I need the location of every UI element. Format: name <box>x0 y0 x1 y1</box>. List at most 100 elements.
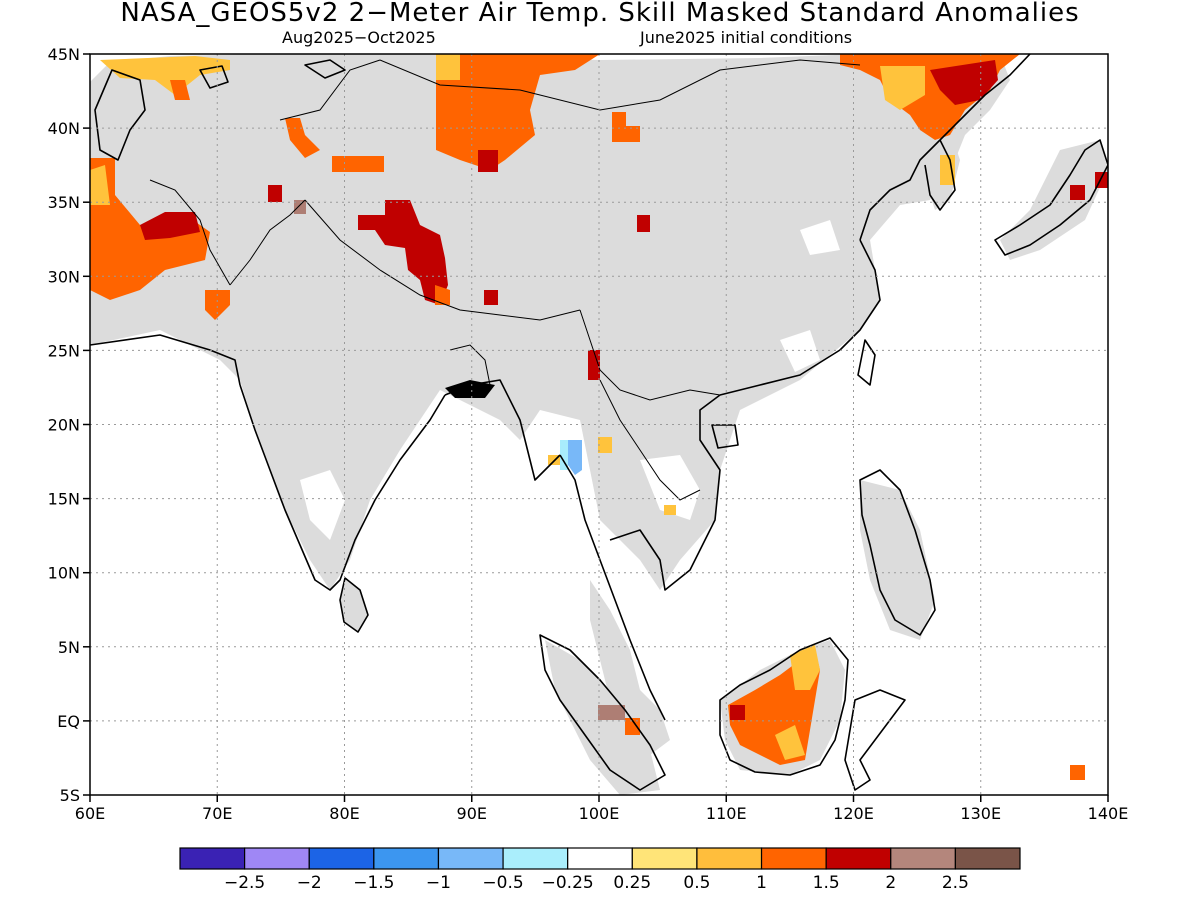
masked-philippines <box>860 480 935 640</box>
coast-japan <box>994 139 1108 256</box>
patch-manchuria-yellow <box>880 66 925 110</box>
colorbar-label: −2.5 <box>224 873 265 893</box>
coast-indochina <box>559 454 666 721</box>
coast-sumatra <box>539 634 666 791</box>
coast-korea <box>924 139 956 211</box>
lon-tick-label: 110E <box>706 804 747 823</box>
patch-malaysia-brown <box>598 705 625 720</box>
patch-mongolia-orange <box>436 54 600 170</box>
masked-sri-lanka <box>340 578 368 632</box>
lon-tick-label: 140E <box>1088 804 1129 823</box>
unmasked-holes <box>300 220 840 540</box>
patch-borneo-red <box>730 705 745 720</box>
colorbar-swatch <box>631 847 698 870</box>
border-china-central-asia <box>279 59 381 121</box>
lat-tick-label: 25N <box>48 341 80 360</box>
hole-indochina <box>640 455 700 520</box>
colorbar: −2.5 −2 −1.5 −1 −0.5 −0.25 0.25 0.5 1 1.5 2 2.5 <box>179 847 1021 893</box>
coast-russia-east <box>939 54 1031 141</box>
patch-cambodia <box>664 505 676 515</box>
lon-tick-label: 90E <box>457 804 487 823</box>
lon-tick-label: 130E <box>960 804 1001 823</box>
lat-tick-label: 20N <box>48 416 80 435</box>
patch-thailand-north <box>598 437 612 453</box>
lat-tick-label: 5N <box>58 638 80 657</box>
hole-india-south <box>300 470 345 540</box>
patch-kashmir-brown <box>294 200 306 214</box>
lon-tick-label: 120E <box>833 804 874 823</box>
colorbar-label: −2 <box>297 873 322 893</box>
country-borders <box>149 59 861 501</box>
lat-tick-label: 30N <box>48 267 80 286</box>
coast-sri-lanka <box>339 577 369 633</box>
patch-borneo-yellow-2 <box>775 725 805 760</box>
lat-tick-label: EQ <box>57 712 80 731</box>
colorbar-swatch <box>760 847 827 870</box>
patch-papua <box>1070 765 1085 780</box>
colorbar-swatch <box>502 847 569 870</box>
colorbar-label: 0.25 <box>613 873 651 893</box>
lat-tick-label: 10N <box>48 564 80 583</box>
bangladesh-delta <box>445 380 495 398</box>
colorbar-label: 1.5 <box>813 873 840 893</box>
border-himalaya <box>304 199 581 321</box>
coast-china-east <box>859 139 941 241</box>
masked-malay-peninsula <box>590 580 670 755</box>
colorbar-swatch <box>954 847 1021 870</box>
patch-inner-mongolia <box>612 112 640 142</box>
patch-mongolia-yellow <box>436 54 460 80</box>
colorbar-label: 2.5 <box>942 873 969 893</box>
colorbar-swatch <box>373 847 440 870</box>
colorbar-label: 1 <box>756 873 767 893</box>
colorbar-swatch <box>244 847 310 870</box>
coast-aral <box>199 65 229 89</box>
coast-india <box>239 384 446 591</box>
coast-caspian <box>94 69 146 161</box>
coast-borneo <box>719 637 849 776</box>
colorbar-label: −1.5 <box>353 873 394 893</box>
patch-iran-red <box>140 212 200 240</box>
patch-tibet-red <box>358 200 448 305</box>
colorbar-swatch <box>890 847 956 870</box>
border-myanmar-china <box>579 309 721 401</box>
coastlines <box>90 54 1108 791</box>
patch-bhutan <box>484 290 498 305</box>
patch-iran-yellow <box>90 165 110 205</box>
patch-central-asia-yellow <box>100 56 230 95</box>
border-iran-afghan <box>149 179 231 286</box>
patch-malaysia-orange <box>625 718 640 735</box>
colorbar-label: −0.5 <box>482 873 523 893</box>
coast-sulawesi <box>844 689 906 791</box>
coast-gulf-of-thailand <box>609 394 721 591</box>
map-field <box>90 54 1108 795</box>
gridlines <box>90 54 1108 795</box>
lon-tick-label: 60E <box>75 804 105 823</box>
border-bangladesh <box>449 344 491 386</box>
colorbar-swatch <box>567 847 633 870</box>
colorbar-swatch <box>179 847 246 870</box>
colorbar-label: −1 <box>426 873 451 893</box>
colorbar-swatch <box>825 847 892 870</box>
map-title: NASA_GEOS5v2 2−Meter Air Temp. Skill Mas… <box>120 0 1080 28</box>
lat-tick-label: 5S <box>60 786 80 805</box>
patch-qinghai <box>637 215 650 232</box>
patch-japan <box>1070 185 1085 200</box>
colorbar-label: −0.25 <box>542 873 594 893</box>
patch-myanmar-cyan <box>560 440 568 470</box>
coast-china-south <box>719 239 881 396</box>
lat-tick-label: 35N <box>48 193 80 212</box>
patch-kashmir <box>268 185 282 202</box>
lon-tick-label: 70E <box>202 804 232 823</box>
patch-korea-yellow <box>940 155 955 185</box>
patch-manchuria-red <box>930 60 998 105</box>
lat-tick-label: 45N <box>48 45 80 64</box>
coast-philippines <box>859 469 936 636</box>
patch-tibet-orange <box>435 285 450 305</box>
colorbar-label: 0.5 <box>683 873 710 893</box>
lat-tick-label: 15N <box>48 490 80 509</box>
lat-axis: 45N 40N 35N 30N 25N 20N 15N 10N 5N EQ 5S <box>48 45 90 805</box>
border-pakistan-india <box>229 199 306 286</box>
coast-lake-balkhash <box>304 59 346 79</box>
patch-pakistan <box>205 290 230 320</box>
